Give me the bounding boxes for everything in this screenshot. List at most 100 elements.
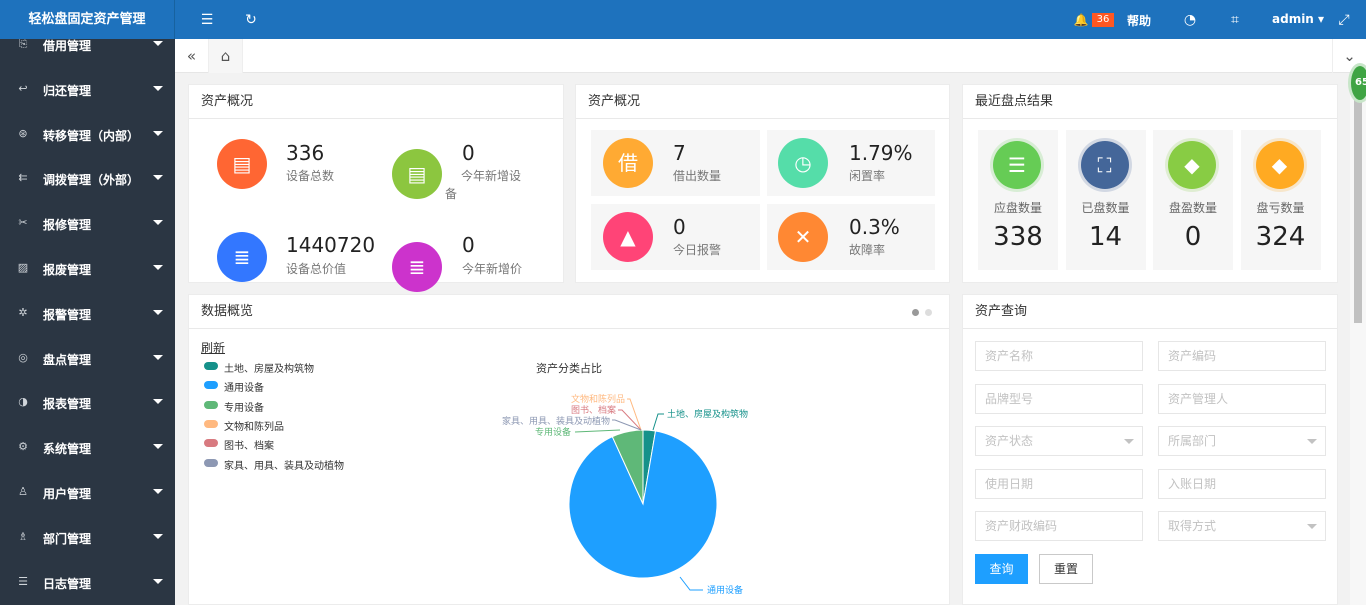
username: admin	[1272, 12, 1314, 26]
allocate-icon: ⇇	[18, 171, 28, 185]
stat-value: 0	[673, 215, 686, 239]
select-field[interactable]: 取得方式	[1158, 511, 1326, 541]
scrap-icon: ▨	[17, 261, 29, 274]
sidebar-item[interactable]: ✲ 报警管理	[0, 292, 175, 337]
select-field[interactable]: 资产状态	[975, 426, 1143, 456]
legend-label: 家具、用具、装具及动植物	[224, 460, 344, 472]
clock-icon: ◷	[778, 138, 828, 188]
help-link[interactable]: 帮助	[1127, 14, 1152, 28]
sidebar-item-label: 报废管理	[43, 263, 92, 277]
warning-icon: ▲	[603, 212, 653, 262]
text-field[interactable]: 品牌型号	[975, 383, 1143, 414]
tag-icon[interactable]: ⌗	[1231, 12, 1239, 28]
inventory-tile: ☰ 应盘数量 338	[978, 130, 1058, 270]
chevron-down-icon[interactable]	[153, 578, 163, 584]
legend-swatch	[204, 400, 218, 409]
text-field[interactable]: 资产财政编码	[975, 511, 1143, 541]
stat-value: 1.79%	[849, 141, 913, 165]
sidebar-item-label: 盘点管理	[43, 352, 92, 367]
chevron-down-icon[interactable]	[153, 489, 163, 494]
stat-value: 0.3%	[849, 215, 900, 239]
select-field[interactable]: 所属部门	[1158, 426, 1326, 456]
chevron-down-icon[interactable]	[153, 41, 163, 46]
sidebar-item[interactable]: ◎ 盘点管理	[0, 337, 175, 382]
user-menu[interactable]: admin ▾	[1272, 12, 1324, 26]
sidebar-item[interactable]: ☰ 日志管理	[0, 561, 175, 605]
department-icon: ♗	[18, 529, 28, 543]
report-icon: ◑	[18, 395, 28, 409]
database-icon: ≣	[217, 232, 267, 282]
inventory-label: 已盘数量	[1081, 201, 1130, 215]
chevron-down-icon[interactable]	[153, 130, 163, 136]
legend-swatch	[204, 458, 218, 467]
sidebar-item[interactable]: ♗ 部门管理	[0, 516, 175, 561]
field-placeholder: 资产管理人	[1168, 391, 1229, 406]
dashboard-icon[interactable]: ◔	[1183, 12, 1197, 28]
diamond-icon: ◆	[1255, 141, 1304, 189]
field-placeholder: 资产状态	[985, 434, 1034, 448]
tab-dropdown-icon[interactable]: ⌄	[1332, 39, 1366, 73]
card-title: 数据概览	[189, 295, 949, 329]
card-title: 资产概况	[189, 85, 563, 119]
chevron-down-icon[interactable]	[153, 444, 163, 450]
list-icon: ☰	[993, 141, 1041, 189]
legend-label: 图书、档案	[224, 441, 274, 453]
refresh-icon[interactable]: ↻	[245, 12, 257, 28]
sidebar-item[interactable]: ⊛ 转移管理（内部）	[0, 113, 175, 158]
tools-icon: ✕	[778, 212, 828, 262]
card-title: 资产概况	[576, 85, 949, 119]
inventory-value: 338	[993, 222, 1043, 252]
sidebar-item-label: 报警管理	[43, 307, 92, 322]
stat-label: 今日报警	[673, 243, 722, 257]
text-field[interactable]: 资产名称	[975, 341, 1143, 371]
chevron-down-icon[interactable]	[153, 220, 163, 226]
inventory-value: 14	[1088, 222, 1123, 252]
sidebar-item[interactable]: ♙ 用户管理	[0, 471, 175, 516]
menu-toggle-icon[interactable]: ☰	[200, 12, 214, 28]
inventory-tile: ⛶ 已盘数量 14	[1065, 130, 1146, 270]
text-field[interactable]: 使用日期	[975, 468, 1143, 499]
chevron-down-icon[interactable]	[153, 399, 163, 405]
text-field[interactable]: 资产编码	[1158, 341, 1326, 371]
text-field[interactable]: 资产管理人	[1158, 383, 1326, 414]
scan-icon: ⛶	[1080, 141, 1129, 189]
floating-badge[interactable]: 65	[1348, 63, 1366, 103]
sidebar-item-label: 部门管理	[43, 531, 92, 546]
collapse-left-icon[interactable]: «	[175, 39, 209, 73]
sidebar-item[interactable]: ▨ 报废管理	[0, 247, 175, 292]
legend-swatch	[204, 419, 218, 428]
search-button[interactable]: 查询	[975, 554, 1028, 584]
chevron-down-icon[interactable]	[153, 354, 163, 360]
carousel-dot[interactable]	[925, 309, 932, 316]
inventory-value: 0	[1184, 222, 1202, 252]
sidebar-item[interactable]: ⚙ 系统管理	[0, 426, 175, 471]
scrollbar[interactable]	[1350, 73, 1366, 605]
user-icon: ♙	[18, 485, 28, 498]
text-field[interactable]: 入账日期	[1158, 468, 1326, 499]
reset-button[interactable]: 重置	[1039, 554, 1093, 584]
chevron-down-icon[interactable]	[153, 265, 163, 270]
chevron-down-icon[interactable]	[153, 309, 163, 315]
field-placeholder: 资产名称	[985, 349, 1034, 363]
home-tab-icon[interactable]: ⌂	[209, 39, 243, 73]
chevron-down-icon[interactable]	[153, 175, 163, 181]
sidebar-item[interactable]: ⇇ 调拨管理（外部）	[0, 157, 175, 202]
sidebar-item[interactable]: ◑ 报表管理	[0, 381, 175, 426]
sidebar-item[interactable]: ↩ 归还管理	[0, 68, 175, 113]
stat-value: 0	[462, 141, 475, 165]
field-placeholder: 所属部门	[1168, 434, 1217, 448]
refresh-link[interactable]: 刷新	[201, 341, 226, 355]
scrollbar-thumb[interactable]	[1354, 73, 1362, 323]
device-icon: ▤	[217, 139, 267, 189]
notification-badge: 36	[1092, 13, 1114, 27]
carousel-dot-active[interactable]	[912, 309, 919, 316]
sidebar-item[interactable]: ✂ 报修管理	[0, 202, 175, 247]
stat-value: 7	[673, 141, 686, 165]
field-placeholder: 资产财政编码	[985, 519, 1058, 533]
chevron-down-icon[interactable]	[153, 533, 163, 539]
sidebar-item-label: 调拨管理（外部）	[43, 173, 140, 188]
bell-icon[interactable]: 🔔	[1073, 13, 1089, 27]
chevron-down-icon[interactable]	[153, 85, 163, 91]
sidebar-item[interactable]: ⎘ 借用管理	[0, 39, 175, 68]
fullscreen-icon[interactable]: ⤢	[1338, 12, 1350, 28]
